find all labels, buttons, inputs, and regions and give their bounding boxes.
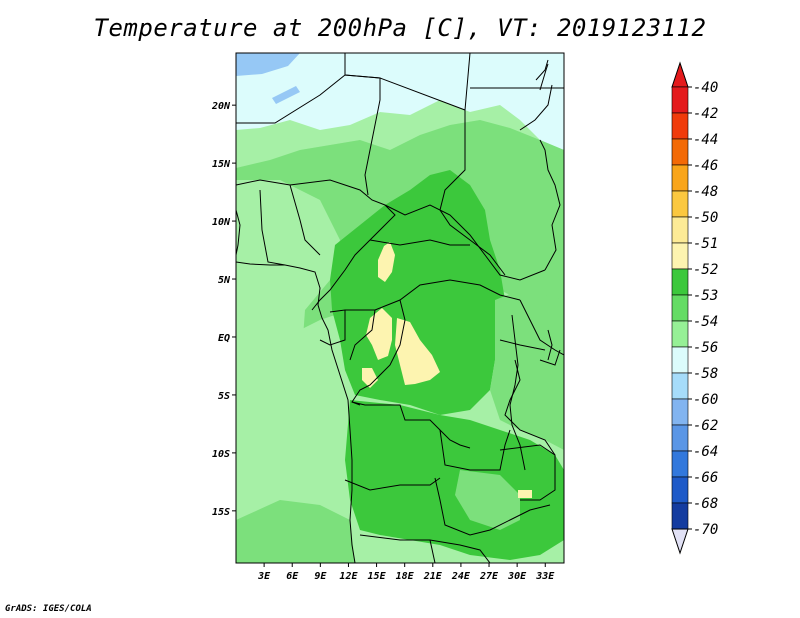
- lat-label: 20N: [211, 101, 231, 112]
- chart-title: Temperature at 200hPa [C], VT: 201912311…: [93, 14, 707, 42]
- lat-label: 15S: [212, 507, 230, 518]
- lon-label: 33E: [535, 571, 555, 582]
- lat-label: 15N: [212, 159, 231, 170]
- colorbar-swatch: [671, 294, 689, 322]
- lon-label: 21E: [423, 571, 443, 582]
- temperature-field: [236, 53, 564, 563]
- colorbar-swatch: [671, 164, 689, 192]
- colorbar-swatch: [671, 424, 689, 452]
- field-yellow-2: [366, 308, 392, 360]
- lat-label: 10S: [212, 449, 230, 460]
- colorbar-swatch: [671, 320, 689, 348]
- colorbar-swatch: [671, 398, 689, 426]
- colorbar-label: -40: [693, 80, 718, 96]
- colorbar-swatch: [671, 372, 689, 400]
- lon-label: 6E: [286, 571, 299, 582]
- colorbar-label: -66: [693, 470, 718, 486]
- colorbar-label: -60: [693, 392, 718, 408]
- colorbar-label: -50: [693, 210, 718, 226]
- field-yellow-4: [362, 368, 378, 388]
- colorbar-label: -54: [693, 314, 718, 330]
- colorbar-label: -68: [693, 496, 718, 512]
- longitude-axis: 3E 6E 9E 12E 15E 18E 21E 24E 27E 30E 33E: [257, 563, 555, 582]
- colorbar-label: -51: [693, 236, 718, 252]
- lat-label: 5S: [218, 391, 230, 402]
- field-dark-green-core: [330, 170, 505, 415]
- field-north-blue-2: [272, 86, 300, 104]
- colorbar-swatch: [671, 86, 689, 114]
- country-borders: [236, 53, 564, 563]
- lon-label: 15E: [368, 571, 387, 582]
- colorbar-swatch: [671, 476, 689, 504]
- field-north-cyan: [236, 53, 564, 150]
- map-frame: [235, 52, 565, 564]
- field-west-pale: [236, 180, 340, 525]
- lon-label: 9E: [314, 571, 327, 582]
- colorbar-swatch: [671, 112, 689, 140]
- field-se-pale: [455, 470, 520, 530]
- colorbar-swatch: [671, 450, 689, 478]
- field-green-east: [490, 290, 564, 450]
- lat-label: EQ: [218, 333, 230, 344]
- colorbar-top-arrow: [671, 61, 689, 88]
- grads-credit: GrADS: IGES/COLA: [5, 604, 92, 614]
- colorbar-label: -56: [693, 340, 718, 356]
- field-south-pale-2: [236, 462, 272, 508]
- colorbar-swatch: [671, 216, 689, 244]
- field-north-blue: [236, 53, 300, 76]
- colorbar-swatch: [671, 502, 689, 530]
- lon-label: 18E: [396, 571, 415, 582]
- field-yellow-3: [395, 318, 440, 385]
- lat-label: 5N: [218, 275, 231, 286]
- colorbar-swatch: [671, 190, 689, 218]
- field-south-pale: [236, 500, 355, 563]
- colorbar-label: -53: [693, 288, 718, 304]
- colorbar-label: -46: [693, 158, 718, 174]
- latitude-axis: 20N 15N 10N 5N EQ 5S 10S 15S: [211, 101, 236, 518]
- field-yellow-5: [518, 490, 532, 498]
- coastlines: [236, 63, 561, 563]
- lat-label: 10N: [212, 217, 231, 228]
- lon-label: 3E: [257, 571, 271, 582]
- colorbar-swatch: [671, 268, 689, 296]
- colorbar-label: -42: [693, 106, 718, 122]
- colorbar-swatch: [671, 242, 689, 270]
- lon-label: 27E: [479, 571, 499, 582]
- colorbar: -40 -42 -44 -46 -48 -50 -51 -52 -53 -54 -56 -58 -60 -…: [671, 61, 718, 555]
- lon-label: 24E: [451, 571, 471, 582]
- colorbar-label: -52: [693, 262, 718, 278]
- colorbar-swatch: [671, 346, 689, 374]
- colorbar-swatch: [671, 138, 689, 166]
- colorbar-bottom-arrow: [671, 528, 689, 555]
- colorbar-label: -44: [693, 132, 718, 148]
- colorbar-label: -58: [693, 366, 718, 382]
- colorbar-label: -70: [693, 522, 718, 538]
- field-yellow-1: [378, 242, 395, 282]
- colorbar-label: -48: [693, 184, 718, 200]
- colorbar-label: -64: [693, 444, 718, 460]
- lon-label: 30E: [507, 571, 527, 582]
- lon-label: 12E: [339, 571, 358, 582]
- colorbar-label: -62: [693, 418, 718, 434]
